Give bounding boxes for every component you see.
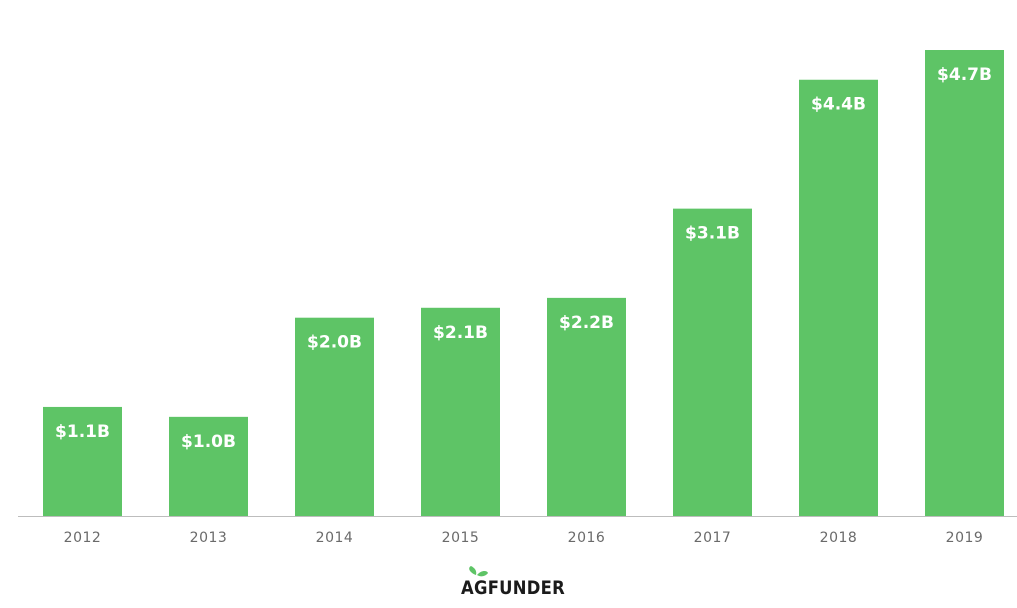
bar-2018 xyxy=(799,79,878,516)
bar-2017 xyxy=(673,208,752,516)
x-tick-labels-group: 2012 2013 2014 2015 2016 2017 2018 2019 xyxy=(64,530,984,546)
agfunder-logo: AGFUNDER xyxy=(461,566,565,599)
bar-value-label: $4.7B xyxy=(937,65,992,85)
bar-value-label: $1.0B xyxy=(181,432,236,452)
bars-group xyxy=(43,50,1004,516)
x-tick-label: 2012 xyxy=(64,530,102,546)
bar-2012 xyxy=(43,406,122,516)
bar-2019 xyxy=(925,50,1004,516)
bar-value-label: $4.4B xyxy=(811,95,866,115)
bar-2015 xyxy=(421,307,500,516)
bar-2014 xyxy=(295,317,374,516)
bar-value-label: $2.1B xyxy=(433,323,488,343)
x-tick-label: 2015 xyxy=(442,530,480,546)
svg-text:AGFUNDER: AGFUNDER xyxy=(461,577,565,599)
x-tick-label: 2019 xyxy=(946,530,984,546)
x-tick-label: 2016 xyxy=(568,530,606,546)
bar-value-label: $2.0B xyxy=(307,333,362,353)
bar-value-label: $1.1B xyxy=(55,422,110,442)
x-tick-label: 2018 xyxy=(820,530,858,546)
x-tick-label: 2017 xyxy=(694,530,732,546)
bar-2013 xyxy=(169,416,248,516)
bar-value-label: $3.1B xyxy=(685,224,740,244)
leaf-icon xyxy=(469,566,488,577)
x-tick-label: 2013 xyxy=(190,530,228,546)
bar-value-label: $2.2B xyxy=(559,313,614,333)
value-labels-group: $1.1B $1.0B $2.0B $2.1B $2.2B $3.1B $4.4B $4.7B xyxy=(55,65,992,452)
bar-2016 xyxy=(547,297,626,516)
x-tick-label: 2014 xyxy=(316,530,354,546)
